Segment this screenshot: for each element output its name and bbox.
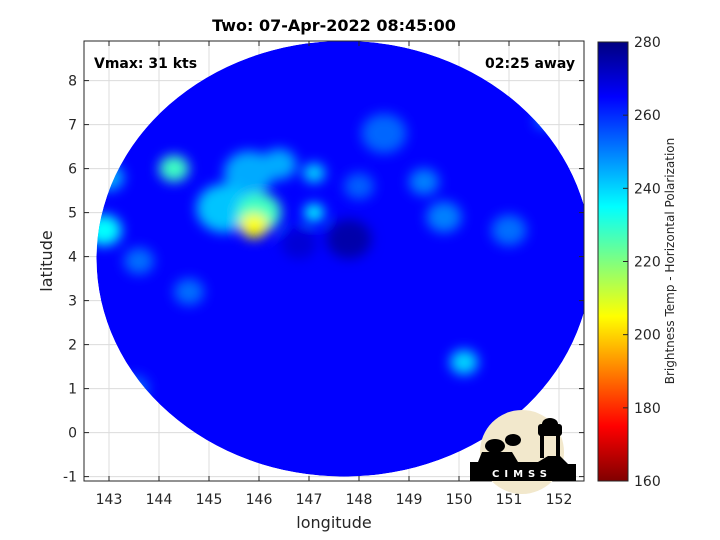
cimss-logo: CIMSS (470, 410, 576, 494)
y-tick-label-9: 8 (68, 74, 77, 90)
x-tick-label-4: 147 (296, 492, 323, 508)
swath-feature-19 (281, 228, 317, 259)
y-axis-ticks: -1 0 1 2 3 4 5 6 7 8 (63, 74, 584, 486)
y-tick-label-3: 2 (68, 338, 77, 354)
plot-area-frame (83, 40, 585, 482)
colorbar-tick-label-6: 160 (634, 474, 661, 490)
colorbar-tick-label-2: 240 (634, 181, 661, 197)
swath-feature-20 (535, 112, 553, 129)
colorbar-tick-label-0: 280 (634, 35, 661, 51)
cimss-logo-text: CIMSS (492, 469, 552, 480)
y-tick-label-4: 3 (68, 294, 77, 310)
swath-feature-16 (361, 113, 407, 154)
colorbar-label: Brightness Temp - Horizontal Polarizatio… (663, 138, 677, 385)
swath-feature-4 (224, 151, 274, 195)
colorbar-tick-label-1: 260 (634, 108, 661, 124)
swath-feature-2 (196, 184, 252, 233)
swath-feature-5 (261, 148, 297, 180)
distance-annotation: 02:25 away (485, 56, 575, 72)
swath-feature-6 (303, 163, 325, 183)
x-tick-label-3: 146 (246, 492, 273, 508)
colorbar-tick-label-4: 200 (634, 328, 661, 344)
x-tick-label-6: 149 (396, 492, 423, 508)
x-tick-label-8: 151 (496, 492, 523, 508)
swath-feature-15 (409, 168, 439, 195)
x-tick-label-0: 143 (96, 492, 123, 508)
brightness-temperature-swath (96, 41, 584, 477)
y-tick-label-2: 1 (68, 382, 77, 398)
colorbar-tick-label-3: 220 (634, 255, 661, 271)
colorbar-ticks: 280 260 240 220 200 180 160 (623, 35, 661, 490)
swath-feature-3 (159, 155, 189, 182)
x-axis-ticks: 143 144 145 146 147 148 149 150 151 152 (96, 41, 573, 508)
y-tick-label-7: 6 (68, 162, 77, 178)
swath-feature-0 (240, 213, 268, 239)
swath-feature-12 (124, 247, 154, 275)
swath-feature-8 (96, 214, 122, 246)
vmax-annotation: Vmax: 31 kts (94, 56, 197, 72)
y-tick-label-1: 0 (68, 426, 77, 442)
colorbar-tick-label-5: 180 (634, 401, 661, 417)
swath-feature-10 (450, 349, 478, 375)
y-tick-label-8: 7 (68, 118, 77, 134)
swath-feature-17 (344, 173, 374, 200)
swath-feature-14 (491, 214, 527, 246)
y-tick-label-5: 4 (68, 250, 77, 266)
x-tick-label-9: 152 (546, 492, 573, 508)
x-axis-label: longitude (296, 513, 371, 532)
x-tick-label-1: 144 (146, 492, 173, 508)
chart-title: Two: 07-Apr-2022 08:45:00 (212, 16, 456, 35)
swath-feature-7 (304, 203, 324, 222)
y-axis-label: latitude (37, 230, 56, 291)
swath-feature-13 (426, 201, 462, 233)
y-tick-label-6: 5 (68, 206, 77, 222)
y-tick-label-0: -1 (63, 470, 77, 486)
swath-feature-18 (326, 219, 372, 259)
x-tick-label-7: 150 (446, 492, 473, 508)
x-tick-label-5: 148 (346, 492, 373, 508)
x-tick-label-2: 145 (196, 492, 223, 508)
swath-feature-11 (174, 278, 204, 305)
